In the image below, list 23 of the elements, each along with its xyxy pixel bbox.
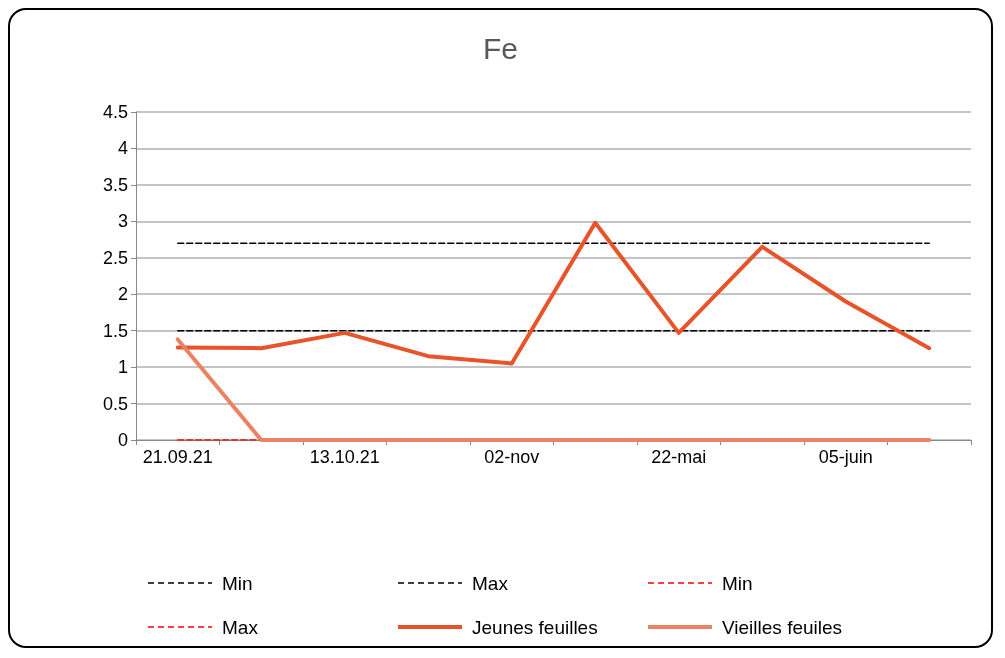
y-tick-label: 0.5 xyxy=(102,393,128,414)
y-tick-label: 3 xyxy=(117,211,128,232)
legend-label: Jeunes feuilles xyxy=(472,616,598,638)
y-tick-label: 4 xyxy=(117,138,128,159)
x-tick-label: 02-nov xyxy=(484,447,540,467)
x-tick-label: 22-mai xyxy=(651,447,707,467)
y-tick-label: 0 xyxy=(117,430,128,450)
y-tick-label: 2 xyxy=(117,284,128,305)
x-tick-label: 13.10.21 xyxy=(309,447,380,467)
legend-label: Vieilles feuiles xyxy=(722,616,843,638)
x-tick-label: 05-juin xyxy=(818,447,873,467)
legend-label: Max xyxy=(472,572,509,594)
y-tick-label: 1 xyxy=(117,357,128,378)
x-tick-label: 21.09.21 xyxy=(142,447,213,467)
y-tick-label: 1.5 xyxy=(102,320,128,341)
y-tick-label: 3.5 xyxy=(102,174,128,195)
legend-label: Max xyxy=(222,616,259,638)
line-series xyxy=(175,220,932,366)
legend-label: Min xyxy=(722,572,753,594)
legend-label: Min xyxy=(222,572,253,594)
y-tick-label: 2.5 xyxy=(102,247,128,268)
chart-title: Fe xyxy=(482,31,519,65)
y-tick-label: 4.5 xyxy=(102,102,128,122)
